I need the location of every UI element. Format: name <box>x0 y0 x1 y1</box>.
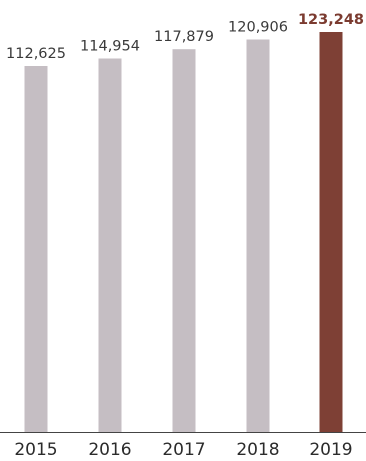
bars <box>24 32 343 432</box>
value-label-2019: 123,248 <box>298 12 364 28</box>
value-labels: 112,625 114,954 117,879 120,906 123,248 <box>6 12 364 62</box>
value-label-2016: 114,954 <box>80 39 140 55</box>
x-tick-label-2017: 2017 <box>162 440 205 460</box>
x-axis-tick-labels: 2015 2016 2017 2018 2019 <box>14 440 352 460</box>
bar-2019 <box>319 32 343 432</box>
value-label-2017: 117,879 <box>154 29 214 45</box>
bar-2016 <box>98 58 122 432</box>
bar-2015 <box>24 66 48 432</box>
x-tick-label-2018: 2018 <box>236 440 279 460</box>
value-label-2018: 120,906 <box>228 20 288 36</box>
x-tick-label-2016: 2016 <box>88 440 131 460</box>
value-label-2015: 112,625 <box>6 46 66 62</box>
bar-2017 <box>172 49 196 432</box>
bar-2018 <box>246 39 270 432</box>
x-tick-label-2015: 2015 <box>14 440 57 460</box>
x-tick-label-2019: 2019 <box>309 440 352 460</box>
